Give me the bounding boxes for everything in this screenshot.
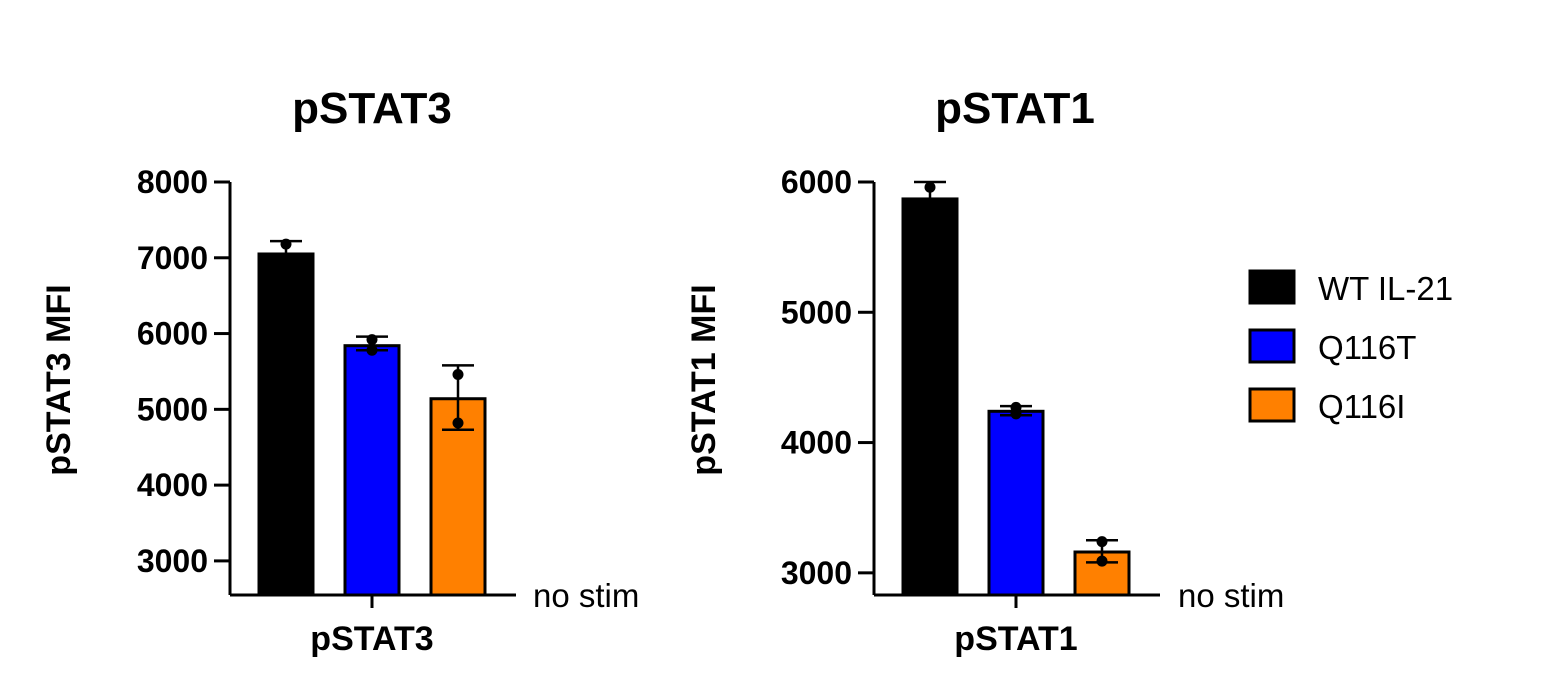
legend-label: Q116I (1318, 388, 1405, 425)
baseline-note: no stim (1178, 577, 1284, 614)
baseline-note: no stim (533, 577, 639, 614)
y-tick-label: 7000 (137, 240, 208, 276)
data-point (1096, 555, 1108, 567)
bars (257, 238, 487, 597)
x-category-label: pSTAT1 (954, 620, 1077, 658)
legend: WT IL-21 Q116T Q116I (1248, 269, 1453, 425)
data-point (924, 181, 936, 193)
bar (901, 197, 959, 597)
data-point (452, 417, 464, 429)
legend-item-q116i: Q116I (1248, 387, 1405, 425)
y-tick-label: 4000 (781, 425, 852, 461)
y-axis-label: pSTAT1 MFI (685, 284, 723, 475)
bar (429, 397, 487, 597)
legend-swatch (1248, 328, 1296, 364)
legend-swatch (1248, 387, 1296, 423)
chart-title: pSTAT1 (935, 84, 1095, 133)
data-point (1096, 536, 1108, 548)
y-tick-label: 5000 (137, 391, 208, 427)
legend-swatch (1248, 269, 1296, 305)
y-tick-label: 6000 (781, 164, 852, 200)
data-point (366, 334, 378, 346)
y-tick-label: 6000 (137, 316, 208, 352)
legend-item-wt-il-21: WT IL-21 (1248, 269, 1453, 307)
y-tick-label: 5000 (781, 294, 852, 330)
data-point (1010, 408, 1022, 420)
y-ticks: 3000 4000 5000 6000 (781, 164, 874, 591)
y-tick-label: 8000 (137, 164, 208, 200)
chart-panel-pstat3: pSTAT3 pSTAT3 MFI pSTAT3 no stim 3000 400… (40, 84, 639, 658)
bar (987, 409, 1045, 597)
x-category-label: pSTAT3 (310, 620, 433, 658)
bars (901, 180, 1131, 597)
data-point (366, 344, 378, 356)
legend-item-q116t: Q116T (1248, 328, 1416, 366)
data-point (452, 368, 464, 380)
y-tick-label: 3000 (781, 555, 852, 591)
y-tick-label: 4000 (137, 467, 208, 503)
chart-title: pSTAT3 (292, 84, 452, 133)
data-point (280, 238, 292, 250)
legend-label: Q116T (1318, 329, 1416, 366)
legend-label: WT IL-21 (1318, 270, 1453, 307)
bar (257, 252, 315, 597)
chart-panel-pstat1: pSTAT1 pSTAT1 MFI pSTAT1 no stim 3000 400… (685, 84, 1284, 658)
y-tick-label: 3000 (137, 543, 208, 579)
data-point (924, 205, 936, 217)
y-ticks: 3000 4000 5000 6000 7000 8000 (137, 164, 230, 579)
bar (343, 344, 401, 597)
data-point (280, 255, 292, 267)
y-axis-label: pSTAT3 MFI (40, 284, 78, 475)
